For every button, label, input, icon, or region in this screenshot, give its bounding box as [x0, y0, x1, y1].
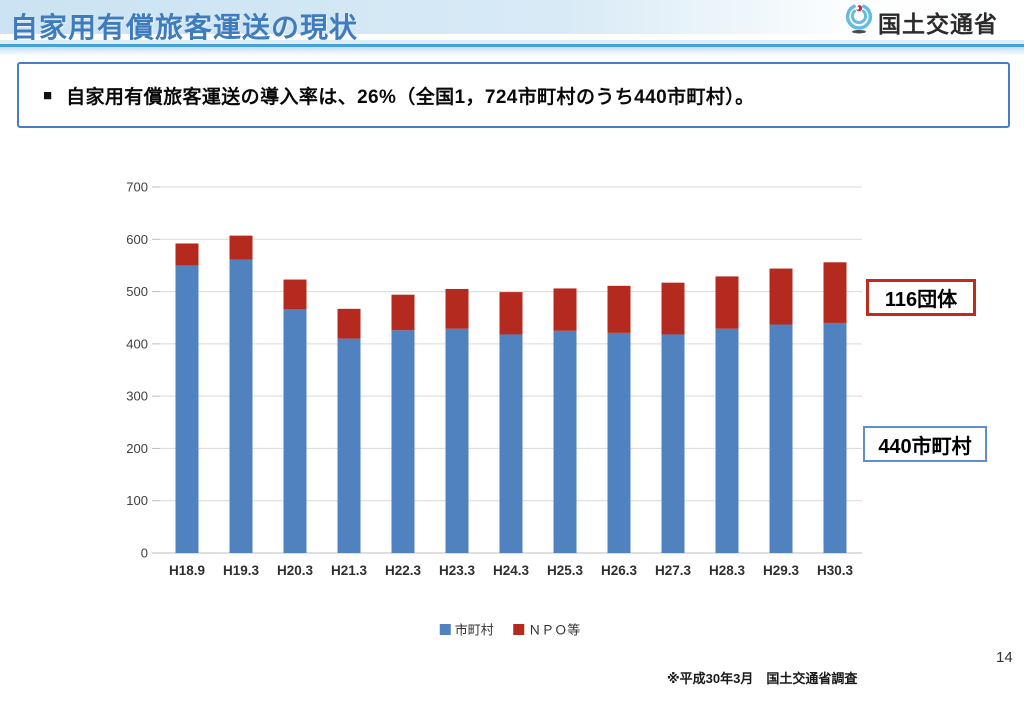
svg-text:400: 400: [126, 336, 148, 351]
svg-text:H23.3: H23.3: [439, 563, 476, 578]
svg-text:ＮＰＯ等: ＮＰＯ等: [528, 623, 580, 638]
stacked-bar-chart: 0 100 200 300 400 500 600 700 H18.9 H19.3 H20.3 H21…: [100, 180, 870, 650]
svg-text:100: 100: [126, 493, 148, 508]
mlit-logo-text: 国土交通省: [878, 10, 998, 37]
svg-text:H30.3: H30.3: [817, 563, 854, 578]
municipality-count-callout: 440市町村: [863, 426, 987, 462]
svg-text:市町村: 市町村: [455, 623, 494, 638]
svg-text:H20.3: H20.3: [277, 563, 314, 578]
summary-box: ■ 自家用有償旅客運送の導入率は、26%（全国1，724市町村のうち440市町村…: [17, 62, 1010, 128]
svg-text:300: 300: [126, 389, 148, 404]
svg-text:H25.3: H25.3: [547, 563, 584, 578]
mlit-globe-icon: [845, 3, 873, 40]
svg-text:H27.3: H27.3: [655, 563, 692, 578]
svg-text:H26.3: H26.3: [601, 563, 638, 578]
svg-text:H28.3: H28.3: [709, 563, 746, 578]
bullet-square-icon: ■: [43, 86, 53, 104]
page-title: 自家用有償旅客運送の現状: [10, 12, 359, 43]
svg-text:H21.3: H21.3: [331, 563, 368, 578]
svg-text:700: 700: [126, 180, 148, 195]
header-divider-light: [0, 40, 1024, 44]
svg-text:H29.3: H29.3: [763, 563, 800, 578]
chart-canvas: 0 100 200 300 400 500 600 700 H18.9 H19.3 H20.3 H21…: [126, 180, 862, 638]
svg-text:H24.3: H24.3: [493, 563, 530, 578]
header-divider-line: [0, 44, 1024, 47]
svg-text:H22.3: H22.3: [385, 563, 422, 578]
svg-text:200: 200: [126, 441, 148, 456]
svg-text:500: 500: [126, 284, 148, 299]
svg-text:H18.9: H18.9: [169, 563, 205, 578]
page-number: 14: [996, 649, 1013, 666]
svg-text:600: 600: [126, 232, 148, 247]
svg-text:H19.3: H19.3: [223, 563, 260, 578]
svg-text:0: 0: [141, 546, 148, 561]
source-footnote: ※平成30年3月 国土交通省調査: [667, 671, 858, 686]
mlit-logo: 国土交通省: [845, 3, 998, 40]
summary-text: 自家用有償旅客運送の導入率は、26%（全国1，724市町村のうち440市町村）。: [66, 86, 755, 108]
npo-count-callout: 116団体: [866, 279, 976, 316]
header-divider-fade: [0, 47, 1024, 56]
